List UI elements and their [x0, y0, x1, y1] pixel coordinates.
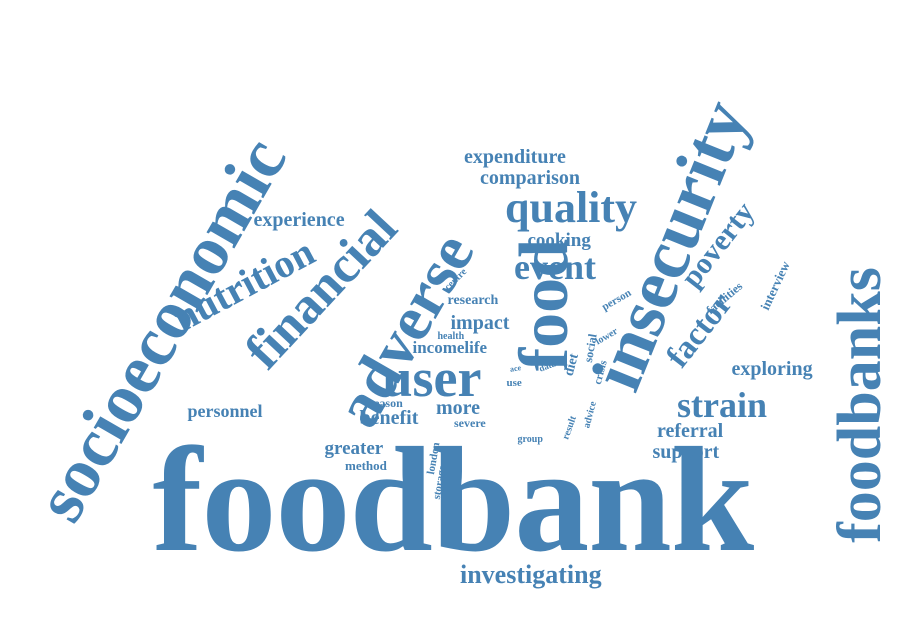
word-health: health	[437, 331, 465, 342]
word-event: event	[514, 247, 596, 287]
word-incomelife: incomelife	[412, 337, 488, 357]
word-expenditure: expenditure	[464, 146, 566, 168]
word-ace: ace	[508, 363, 522, 374]
word-personnel: personnel	[187, 401, 263, 421]
word-experience: experience	[253, 209, 345, 231]
word-group: group	[517, 434, 543, 445]
word-benefit: benefit	[359, 407, 419, 429]
word-support: support	[652, 441, 720, 463]
word-reason: reason	[369, 396, 403, 410]
word-exploring: exploring	[731, 358, 813, 380]
word-comparison: comparison	[480, 167, 580, 189]
word-investigating: investigating	[460, 560, 602, 589]
word-impact: impact	[450, 312, 510, 334]
word-referral: referral	[657, 420, 724, 442]
word-severe: severe	[454, 416, 486, 430]
word-strain: strain	[677, 385, 767, 425]
word-foodbank: foodbank	[152, 417, 755, 583]
word-interview: interview	[757, 258, 793, 312]
word-more: more	[436, 397, 481, 419]
word-quality: quality	[505, 183, 638, 232]
word-method: method	[345, 457, 387, 473]
word-research: research	[447, 293, 499, 308]
word-user: user	[382, 348, 482, 408]
word-greater: greater	[324, 437, 384, 459]
word-use: use	[506, 376, 522, 389]
word-foodbanks: foodbanks	[825, 267, 894, 543]
word-cooking: cooking	[527, 229, 591, 251]
